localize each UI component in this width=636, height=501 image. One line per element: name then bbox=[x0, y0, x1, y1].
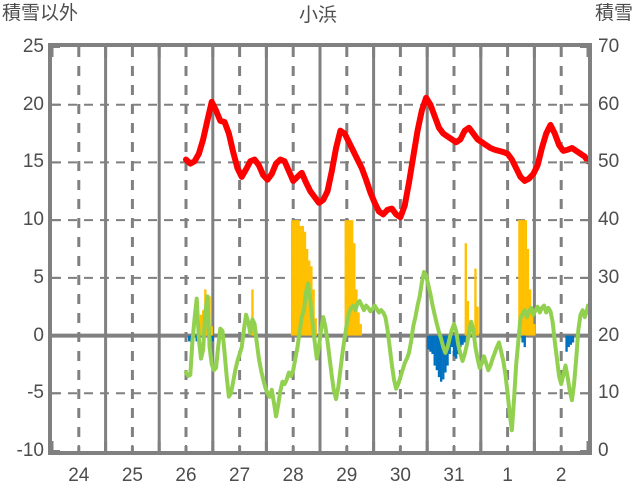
bar bbox=[199, 314, 203, 336]
bar bbox=[188, 335, 191, 342]
bar bbox=[210, 326, 213, 336]
bar bbox=[433, 335, 436, 366]
bar bbox=[290, 220, 294, 336]
bar bbox=[439, 335, 443, 382]
right-tick-40: 40 bbox=[598, 209, 620, 231]
line-series-積雪 bbox=[183, 94, 588, 221]
chart-canvas bbox=[52, 47, 588, 451]
bar bbox=[346, 220, 350, 336]
bar bbox=[476, 306, 479, 336]
right-tick-30: 30 bbox=[598, 266, 620, 288]
bar bbox=[293, 220, 296, 336]
x-tick-2: 2 bbox=[555, 465, 567, 486]
plot-area bbox=[48, 43, 592, 455]
left-axis-title: 積雪以外 bbox=[2, 3, 79, 24]
bar bbox=[355, 289, 358, 336]
bar bbox=[520, 220, 523, 336]
bar bbox=[297, 220, 300, 336]
bar bbox=[431, 335, 434, 355]
x-tick-27: 27 bbox=[229, 465, 251, 486]
bar bbox=[350, 220, 354, 336]
bar bbox=[195, 335, 198, 342]
bar bbox=[567, 335, 570, 348]
bar bbox=[429, 335, 432, 352]
right-tick-60: 60 bbox=[598, 93, 620, 115]
x-tick-29: 29 bbox=[336, 465, 358, 486]
x-tick-1: 1 bbox=[502, 465, 513, 486]
bar bbox=[571, 335, 575, 343]
bar bbox=[464, 243, 467, 336]
bar bbox=[344, 220, 347, 336]
left-tick-0: 0 bbox=[33, 324, 44, 346]
bar bbox=[522, 220, 525, 336]
bar bbox=[533, 324, 536, 336]
bar bbox=[299, 225, 302, 336]
bar bbox=[295, 220, 298, 336]
left-tick-20: 20 bbox=[22, 93, 44, 115]
bar bbox=[466, 300, 470, 336]
bar bbox=[437, 335, 441, 378]
right-tick-50: 50 bbox=[598, 151, 620, 173]
x-tick-28: 28 bbox=[282, 465, 304, 486]
bar bbox=[569, 335, 573, 345]
bar bbox=[442, 335, 445, 380]
bar bbox=[474, 268, 477, 336]
x-tick-24: 24 bbox=[68, 465, 90, 486]
line-series-気温 bbox=[184, 270, 588, 433]
bar bbox=[314, 318, 317, 336]
left-tick-25: 25 bbox=[22, 36, 44, 57]
bar bbox=[303, 231, 307, 336]
bar bbox=[524, 220, 527, 336]
right-axis-title: 積雪 bbox=[594, 3, 633, 24]
bar bbox=[565, 335, 568, 352]
left-tick-5: 5 bbox=[33, 266, 44, 288]
bar bbox=[357, 312, 360, 336]
bar bbox=[427, 335, 430, 350]
bar bbox=[526, 249, 530, 336]
bar bbox=[531, 312, 534, 336]
bar bbox=[348, 220, 352, 336]
bar bbox=[461, 335, 464, 345]
x-tick-31: 31 bbox=[443, 465, 465, 486]
bar bbox=[459, 335, 462, 348]
bar bbox=[450, 335, 454, 348]
x-tick-25: 25 bbox=[121, 465, 143, 486]
bar bbox=[251, 289, 254, 336]
chart-title: 小浜 bbox=[298, 5, 337, 26]
bar bbox=[353, 243, 356, 336]
bar bbox=[435, 335, 439, 371]
bar bbox=[463, 335, 466, 343]
left-tick--10: -10 bbox=[16, 440, 44, 461]
bar bbox=[454, 335, 458, 359]
bar bbox=[301, 225, 305, 336]
bar bbox=[312, 289, 315, 336]
bar bbox=[452, 335, 456, 357]
right-tick-70: 70 bbox=[598, 36, 620, 57]
right-tick-20: 20 bbox=[598, 324, 620, 346]
right-tick-10: 10 bbox=[598, 382, 620, 404]
x-tick-26: 26 bbox=[175, 465, 197, 486]
right-tick-0: 0 bbox=[598, 440, 609, 461]
left-tick--5: -5 bbox=[27, 382, 44, 404]
bar bbox=[359, 324, 362, 336]
x-tick-30: 30 bbox=[389, 465, 411, 486]
bar bbox=[211, 335, 214, 342]
bar bbox=[523, 335, 526, 348]
plot-inner bbox=[52, 47, 588, 451]
bar bbox=[518, 220, 521, 336]
bar bbox=[521, 335, 524, 343]
left-tick-15: 15 bbox=[22, 151, 44, 173]
left-tick-10: 10 bbox=[22, 209, 44, 231]
